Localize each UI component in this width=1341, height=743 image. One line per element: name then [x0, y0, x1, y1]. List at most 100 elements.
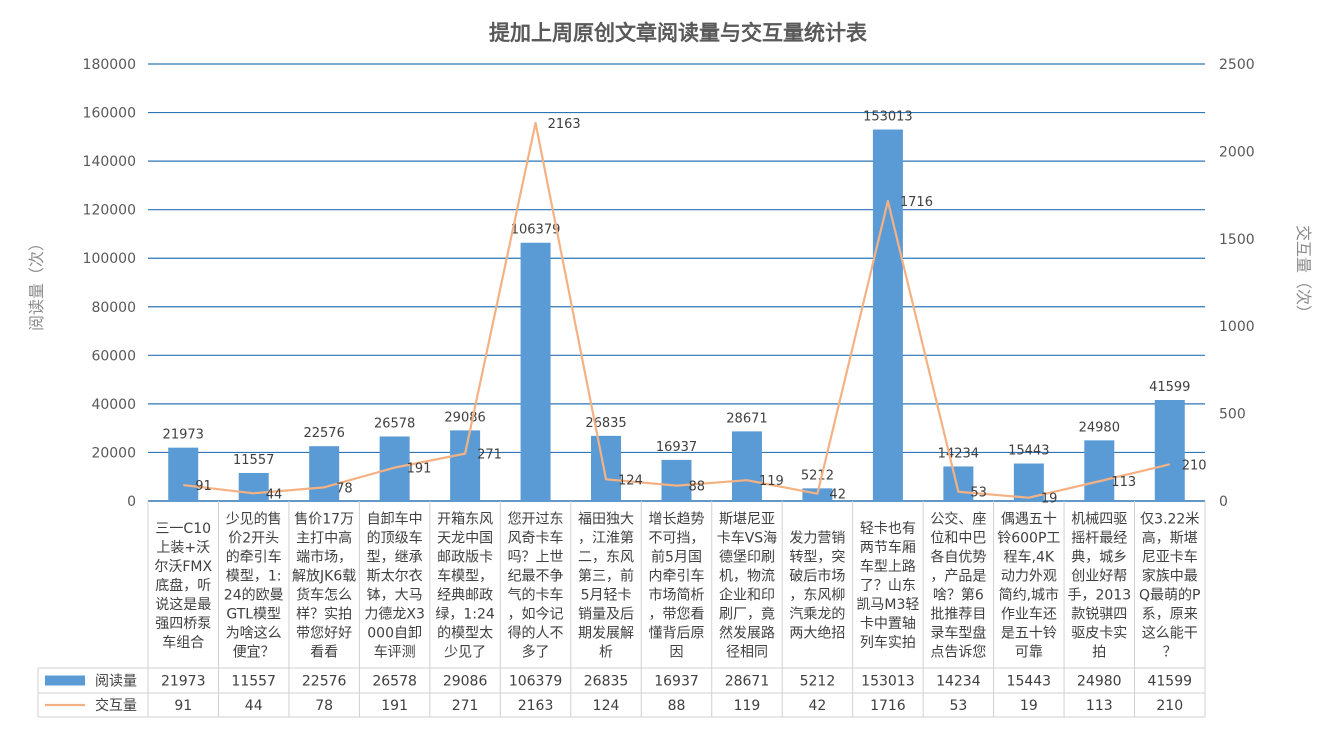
reads-data-label: 24980 [1079, 420, 1120, 435]
category-label-line: ，产品是 [930, 569, 986, 585]
left-tick-label: 60000 [91, 348, 136, 364]
category-label-line: 轻卡也有 [860, 521, 916, 537]
category-label-line: 机，物流 [719, 569, 775, 585]
left-axis-title: 阅读量（次） [27, 235, 46, 331]
category-label-line: 内牵引车 [649, 568, 705, 585]
legend-label-interactions: 交互量 [95, 697, 137, 714]
category-label-line: 钵，大马 [367, 588, 423, 604]
table-cell-interactions: 19 [1020, 698, 1038, 714]
category-label: 增长趋势不可挡， 前5月国内牵引车市场简析 ，带您看懂背后原因 [649, 512, 705, 661]
category-label-line: 录车型盘 [930, 625, 986, 642]
category-label-line: 纪最不争 [508, 569, 564, 585]
category-label-line: ，东风柳 [789, 587, 845, 604]
category-label-line: 价2开头 [228, 531, 279, 547]
category-label-line: 批推荐目 [930, 607, 986, 623]
category-label-line: 说这是最 [155, 596, 211, 613]
left-axis-ticks: 0 20000 40000 60000 80000 100000 120000 140000 1… [83, 57, 136, 510]
category-label-line: 车评测 [374, 644, 416, 661]
reads-bars [168, 129, 1185, 502]
interactions-line [183, 121, 1171, 499]
interactions-data-label: 42 [829, 488, 846, 503]
category-label-line: 样？实拍 [296, 607, 352, 623]
category-label-line: 福田独大 [578, 512, 634, 528]
category-label-line: 德堡印刷 [719, 550, 775, 566]
left-tick-label: 140000 [83, 154, 136, 170]
reads-bar [731, 431, 762, 501]
category-label-line: 吗？上世 [508, 550, 564, 566]
reads-bar [520, 242, 551, 502]
category-label-line: 铃600P工 [997, 531, 1060, 547]
category-label-line: 经典邮政 [437, 588, 493, 604]
category-label: 开箱东风天龙中国邮政版卡车模型， 经典邮政绿，1:24 的模型太少见了 [435, 512, 495, 661]
category-label-line: 摇杆最经 [1071, 531, 1127, 547]
reads-bar [943, 466, 974, 501]
reads-bar [591, 435, 622, 501]
category-label-line: Q最萌的P [1139, 588, 1200, 604]
category-label: 三一C10 上装+沃尔沃FMX 底盘，听说这是最强四桥泵车组合 [154, 521, 212, 651]
category-label-line: 车组合 [162, 634, 204, 651]
category-label-line: 增长趋势 [649, 512, 705, 528]
table-cell-reads: 28671 [725, 674, 770, 690]
right-axis-title: 交互量（次） [1294, 225, 1313, 321]
category-label-line: 家族中最 [1142, 568, 1198, 585]
table-cell-interactions: 88 [668, 698, 686, 714]
table-cell-reads: 106379 [509, 674, 562, 690]
category-label-line: 创业好帮 [1071, 569, 1127, 585]
category-label-line: 的牵引车 [226, 549, 282, 566]
category-label-line: 三一C10 [155, 521, 211, 537]
category-label-line: 风奇卡车 [508, 530, 564, 547]
category-label-line: 破后市场 [789, 568, 845, 585]
table-cell-reads: 14234 [936, 674, 981, 690]
reads-data-label: 28671 [726, 411, 767, 426]
category-label-line: 型，继承 [367, 550, 423, 566]
category-label: 仅3.22米高，斯堪尼亚卡车家族中最 Q最萌的P 系，原来这么能干 ？ [1139, 512, 1200, 661]
interactions-data-label: 191 [407, 462, 432, 477]
category-label-line: ，带您看 [649, 606, 705, 623]
reads-data-label: 11557 [233, 453, 274, 468]
category-label-line: GTL模型 [226, 607, 281, 623]
category-label-line: 天龙中国 [437, 531, 493, 547]
category-label-line: 两大绝招 [789, 626, 845, 642]
interactions-data-label: 88 [689, 480, 706, 495]
category-label-line: 凯马M3轻 [856, 597, 919, 613]
category-label-line: 自卸车中 [367, 511, 423, 528]
category-label-line: 得的人不 [508, 625, 564, 642]
table-cell-reads: 15443 [1007, 674, 1052, 690]
category-label-line: 端市场， [296, 549, 352, 566]
category-label-line: 发力营销 [789, 531, 845, 547]
reads-bar [309, 446, 340, 501]
interactions-data-label: 19 [1041, 492, 1058, 507]
category-label-line: 力德龙X3 [364, 607, 425, 623]
reads-data-label: 26835 [585, 416, 626, 431]
reads-bar [872, 129, 903, 501]
category-label-line: 斯太尔衣 [367, 569, 423, 585]
category-label-line: 高，斯堪 [1142, 530, 1198, 547]
category-label-line: 尼亚卡车 [1142, 549, 1198, 566]
reads-data-label: 22576 [303, 426, 344, 441]
category-label: 偶遇五十铃600P工程车,4K 动力外观简约,城市作业车还是五十铃可靠 [997, 512, 1060, 661]
category-label-line: 刷厂，竟 [719, 607, 775, 623]
category-label-line: 销量及后 [578, 607, 634, 623]
category-label-line: 市场简析 [649, 587, 705, 604]
category-label-line: 绿，1:24 [435, 607, 495, 623]
category-label-line: 不可挡， [649, 531, 705, 547]
reads-data-label: 14234 [938, 446, 979, 461]
interactions-data-label: 1716 [900, 195, 933, 210]
right-tick-label: 0 [1219, 494, 1228, 510]
table-cell-interactions: 210 [1156, 698, 1183, 714]
right-tick-label: 1500 [1219, 232, 1255, 248]
left-tick-label: 80000 [91, 300, 136, 316]
table-cell-reads: 153013 [861, 674, 914, 690]
category-label-line: ？ [1163, 645, 1177, 661]
category-label-line: 第三，前 [578, 568, 634, 585]
category-label-line: 列车实拍 [860, 634, 916, 651]
left-tick-label: 160000 [83, 106, 136, 122]
interactions-data-labels: 91 44 78 191 271 2163 124 88 119 42 1716 53 19 113 210 [195, 117, 1206, 507]
table-cell-interactions: 53 [949, 698, 967, 714]
category-label-line: 简约,城市 [999, 587, 1059, 604]
category-label-line: 仅3.22米 [1140, 512, 1199, 528]
category-label-line: 企业和印 [719, 587, 775, 604]
right-tick-label: 500 [1219, 407, 1246, 423]
category-label-line: ，江淮第 [578, 530, 634, 547]
